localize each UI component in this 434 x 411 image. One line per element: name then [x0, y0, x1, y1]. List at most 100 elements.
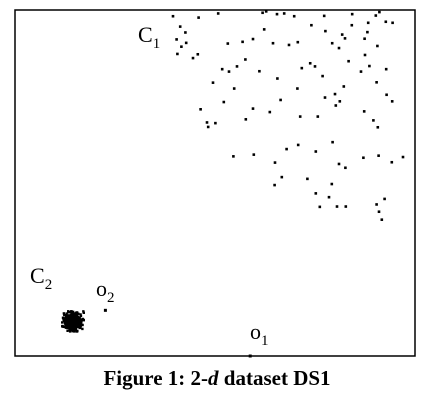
label-o1-sub: 1 — [261, 333, 269, 349]
c1-point — [264, 10, 268, 13]
c2-point — [65, 323, 68, 327]
c2-point — [77, 320, 80, 323]
c1-point — [390, 160, 394, 164]
scatter-plot: C1 C2 o2 o1 — [14, 9, 416, 358]
c1-point — [376, 125, 380, 129]
c1-point — [262, 28, 266, 31]
c2-point — [69, 315, 73, 318]
c2-point — [70, 323, 73, 326]
c2-point — [70, 326, 73, 329]
c1-point — [316, 115, 320, 118]
c2-point — [62, 317, 65, 320]
c1-point — [227, 70, 231, 73]
c2-point — [63, 313, 66, 317]
c1-point — [321, 74, 324, 78]
c1-point — [282, 12, 286, 15]
o2-point — [103, 308, 107, 312]
c1-point — [197, 16, 200, 19]
c2-point — [81, 327, 84, 331]
c1-point — [216, 12, 220, 15]
c2-point — [71, 310, 75, 314]
c2-point — [73, 320, 77, 323]
c1-point — [350, 23, 354, 27]
c1-point — [322, 14, 326, 18]
c1-point — [350, 12, 354, 16]
c2-point — [63, 325, 67, 329]
c2-point — [65, 321, 68, 324]
c1-point — [287, 43, 291, 47]
c1-point — [296, 40, 300, 44]
c1-point — [220, 67, 224, 71]
c1-point — [244, 58, 247, 61]
c1-point — [383, 197, 386, 201]
c2-point — [79, 314, 83, 318]
c2-point — [74, 318, 78, 321]
c2-point — [61, 321, 64, 324]
c2-point — [65, 315, 68, 318]
c1-point — [384, 20, 388, 24]
c2-point — [74, 324, 78, 327]
c1-point — [226, 42, 230, 45]
c1-point — [171, 14, 175, 18]
c1-point — [366, 30, 369, 34]
c1-point — [276, 77, 279, 80]
o1-point — [248, 354, 252, 358]
c1-point — [251, 37, 255, 41]
c2-point — [71, 320, 75, 323]
c1-point — [363, 37, 366, 41]
c1-point — [241, 40, 244, 44]
c1-point — [191, 56, 195, 60]
c1-point — [308, 61, 312, 65]
c1-point — [342, 85, 346, 88]
c1-point — [366, 21, 370, 25]
c2-point — [76, 329, 79, 333]
c1-point — [273, 183, 276, 187]
c2-point — [68, 322, 71, 325]
c2-point — [77, 312, 80, 315]
c1-point — [376, 44, 379, 48]
c2-point — [82, 311, 85, 314]
c1-point — [268, 110, 272, 114]
c2-point — [68, 328, 72, 331]
c2-point — [77, 321, 80, 325]
c1-point — [343, 37, 347, 40]
c1-point — [335, 205, 339, 208]
c2-point — [68, 317, 72, 321]
c1-point — [377, 210, 381, 214]
c1-point — [275, 12, 279, 16]
c2-point — [70, 312, 73, 315]
c1-point — [176, 52, 179, 56]
c1-point — [324, 29, 327, 33]
c2-point — [72, 323, 76, 326]
c2-point — [70, 318, 74, 322]
c1-point — [271, 41, 275, 45]
c2-point — [70, 310, 73, 313]
c1-point — [362, 110, 366, 113]
c2-point — [80, 321, 83, 324]
c1-point — [314, 150, 318, 153]
c1-point — [390, 100, 394, 103]
c2-point — [77, 319, 81, 322]
c1-point — [244, 118, 248, 121]
c1-point — [313, 65, 317, 68]
c2-point — [76, 323, 80, 327]
c1-point — [292, 14, 296, 18]
c1-point — [334, 104, 338, 107]
c1-point — [184, 41, 188, 45]
c2-point — [67, 326, 71, 329]
c1-point — [375, 81, 378, 84]
c1-point — [232, 155, 235, 158]
c1-point — [314, 192, 318, 195]
c2-point — [74, 312, 77, 315]
c2-point — [72, 318, 75, 321]
c1-point — [211, 81, 215, 84]
c1-point — [178, 25, 182, 28]
c2-point — [66, 329, 69, 332]
c1-point — [363, 53, 367, 57]
c1-point — [280, 175, 284, 179]
c1-point — [306, 177, 309, 181]
c2-point — [80, 318, 83, 322]
c1-point — [340, 33, 344, 36]
c2-point — [69, 324, 72, 327]
c2-point — [62, 318, 66, 321]
